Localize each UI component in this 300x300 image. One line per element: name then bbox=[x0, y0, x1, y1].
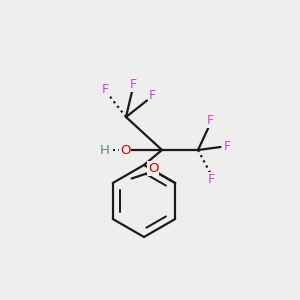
Text: F: F bbox=[129, 78, 137, 91]
Text: F: F bbox=[206, 114, 214, 128]
Text: H: H bbox=[100, 143, 110, 157]
Text: F: F bbox=[102, 82, 109, 96]
Text: O: O bbox=[148, 162, 158, 176]
Text: F: F bbox=[149, 88, 156, 102]
Text: F: F bbox=[224, 140, 231, 154]
Text: F: F bbox=[208, 172, 215, 186]
Text: O: O bbox=[120, 143, 130, 157]
